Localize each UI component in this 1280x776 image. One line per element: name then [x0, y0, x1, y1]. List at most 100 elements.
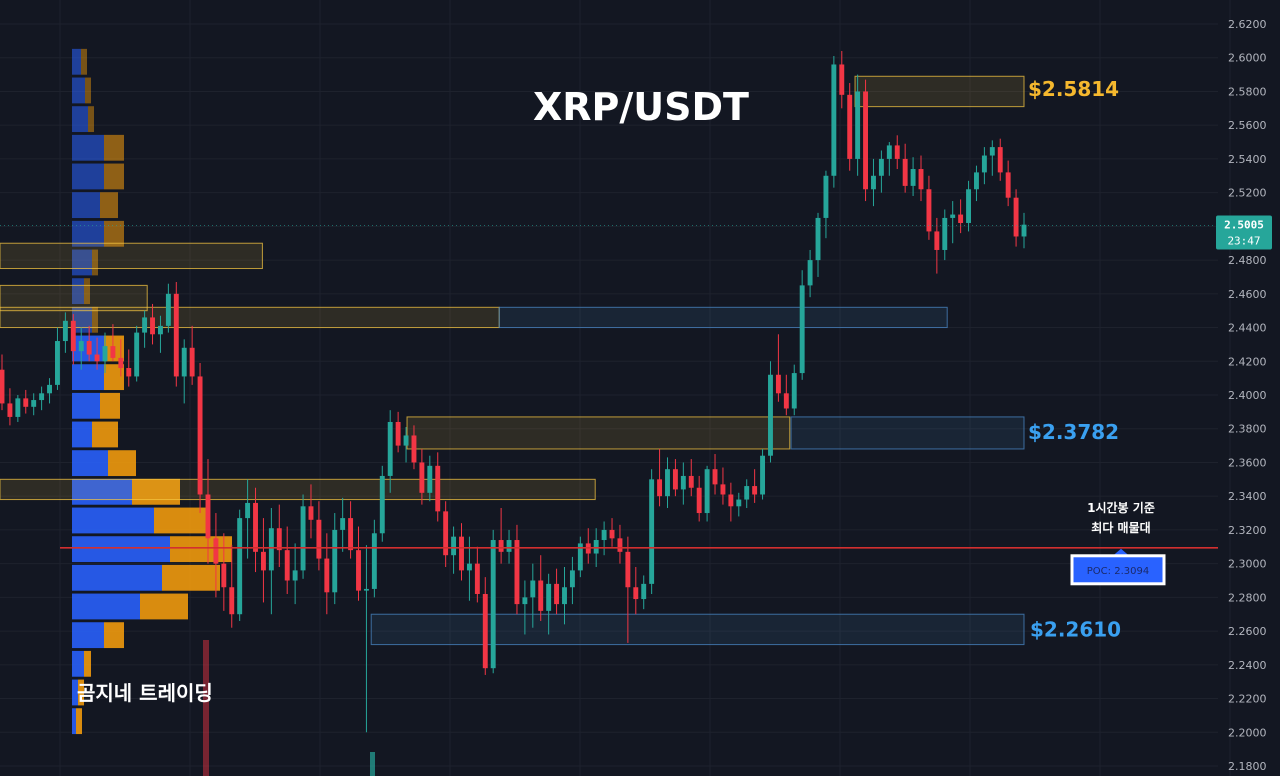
candle-body: [902, 158, 908, 186]
candle-body: [728, 494, 734, 507]
candle-body: [387, 421, 393, 476]
candle-body: [966, 189, 971, 223]
candle-body: [807, 260, 813, 286]
candle-body: [934, 231, 940, 250]
candle-body: [601, 529, 607, 541]
candle-body: [839, 64, 845, 95]
candle-body: [1013, 197, 1019, 237]
candle-body: [363, 588, 369, 591]
y-tick-label: 2.5600: [1228, 119, 1267, 132]
candle-body: [7, 403, 13, 417]
candle-body: [712, 469, 718, 485]
candle-body: [744, 486, 750, 500]
candle-body: [55, 341, 60, 385]
candle-body: [538, 580, 544, 611]
profile-sell-bar: [88, 106, 94, 133]
profile-buy-bar: [72, 593, 140, 620]
candle-body: [696, 487, 702, 514]
profile-sell-bar: [78, 679, 84, 706]
candle-body: [189, 347, 195, 377]
current-price-box: [1216, 215, 1272, 250]
candle-body: [498, 540, 504, 552]
level-label-2-2610: $2.2610: [1030, 617, 1121, 641]
candle-body: [997, 147, 1003, 173]
profile-buy-bar: [72, 450, 108, 477]
candle-body: [466, 563, 472, 571]
profile-sell-bar: [108, 450, 136, 477]
profile-buy-bar: [72, 278, 84, 305]
current-price-countdown: 23:47: [1227, 235, 1260, 248]
candle-body: [292, 570, 298, 581]
profile-sell-bar: [84, 650, 91, 677]
candle-body: [205, 494, 211, 539]
poc-note-line1: 1시간봉 기준: [1087, 500, 1155, 515]
candle-series: [0, 50, 1027, 776]
supply-zone: [406, 416, 791, 450]
candle-body: [665, 469, 670, 497]
candle-body: [78, 341, 84, 352]
candle-body: [783, 393, 789, 409]
candle-body: [403, 435, 409, 446]
profile-buy-bar: [72, 708, 76, 735]
y-tick-label: 2.6200: [1228, 18, 1267, 31]
candle-body: [94, 354, 100, 362]
candle-body: [245, 502, 251, 519]
candle-body: [562, 587, 567, 605]
profile-sell-bar: [132, 478, 180, 505]
profile-buy-bar: [72, 564, 162, 591]
level-label-2-3782: $2.3782: [1028, 420, 1119, 444]
candle-body: [157, 325, 163, 335]
profile-buy-bar: [72, 507, 154, 534]
candle-body: [316, 519, 322, 559]
current-price-tag[interactable]: 2.5005 23:47: [1216, 215, 1272, 250]
candle-body: [253, 502, 258, 552]
candle-body: [775, 374, 781, 394]
candle-body: [791, 373, 797, 409]
candle-body: [150, 317, 155, 335]
candle-body: [831, 64, 837, 176]
profile-sell-bar: [162, 564, 220, 591]
volume-bar: [203, 640, 209, 776]
candle-body: [506, 540, 512, 552]
profile-buy-bar: [72, 306, 92, 333]
candle-body: [142, 317, 148, 333]
candle-body: [126, 368, 132, 377]
profile-buy-bar: [72, 536, 170, 563]
candle-body: [268, 528, 274, 571]
poc-arrow-icon: [1114, 548, 1128, 555]
y-tick-label: 2.1800: [1228, 760, 1267, 773]
candle-body: [569, 570, 575, 588]
candle-body: [435, 465, 441, 512]
candle-body: [459, 536, 464, 571]
y-tick-label: 2.4200: [1228, 355, 1267, 368]
candle-body: [62, 320, 68, 342]
profile-buy-bar: [72, 106, 88, 133]
candle-body: [348, 518, 354, 551]
profile-buy-bar: [72, 134, 104, 161]
supply-zone: [0, 284, 148, 312]
y-tick-label: 2.5800: [1228, 85, 1267, 98]
candle-body: [926, 189, 932, 232]
supply-zone: [0, 242, 263, 270]
poc-label-box[interactable]: [1070, 554, 1166, 586]
candle-body: [229, 587, 235, 615]
profile-sell-bar: [84, 278, 90, 305]
poc-note-line2: 최다 매물대: [1091, 520, 1150, 535]
candle-body: [720, 484, 726, 495]
candle-body: [847, 94, 853, 159]
y-tick-label: 2.3600: [1228, 456, 1267, 469]
chart-title: XRP/USDT: [533, 85, 749, 129]
candle-body: [609, 529, 615, 539]
candle-body: [197, 376, 203, 495]
watermark-text: 곰지네 트레이딩: [77, 681, 213, 705]
candle-body: [633, 587, 639, 600]
profile-sell-bar: [85, 77, 91, 104]
candle-body: [894, 145, 900, 159]
candle-body: [871, 175, 876, 190]
supply-zone: [854, 75, 1025, 108]
profile-buy-bar: [72, 163, 104, 190]
profile-buy-bar: [72, 392, 100, 419]
candle-body: [577, 543, 583, 571]
candle-body: [657, 479, 663, 497]
